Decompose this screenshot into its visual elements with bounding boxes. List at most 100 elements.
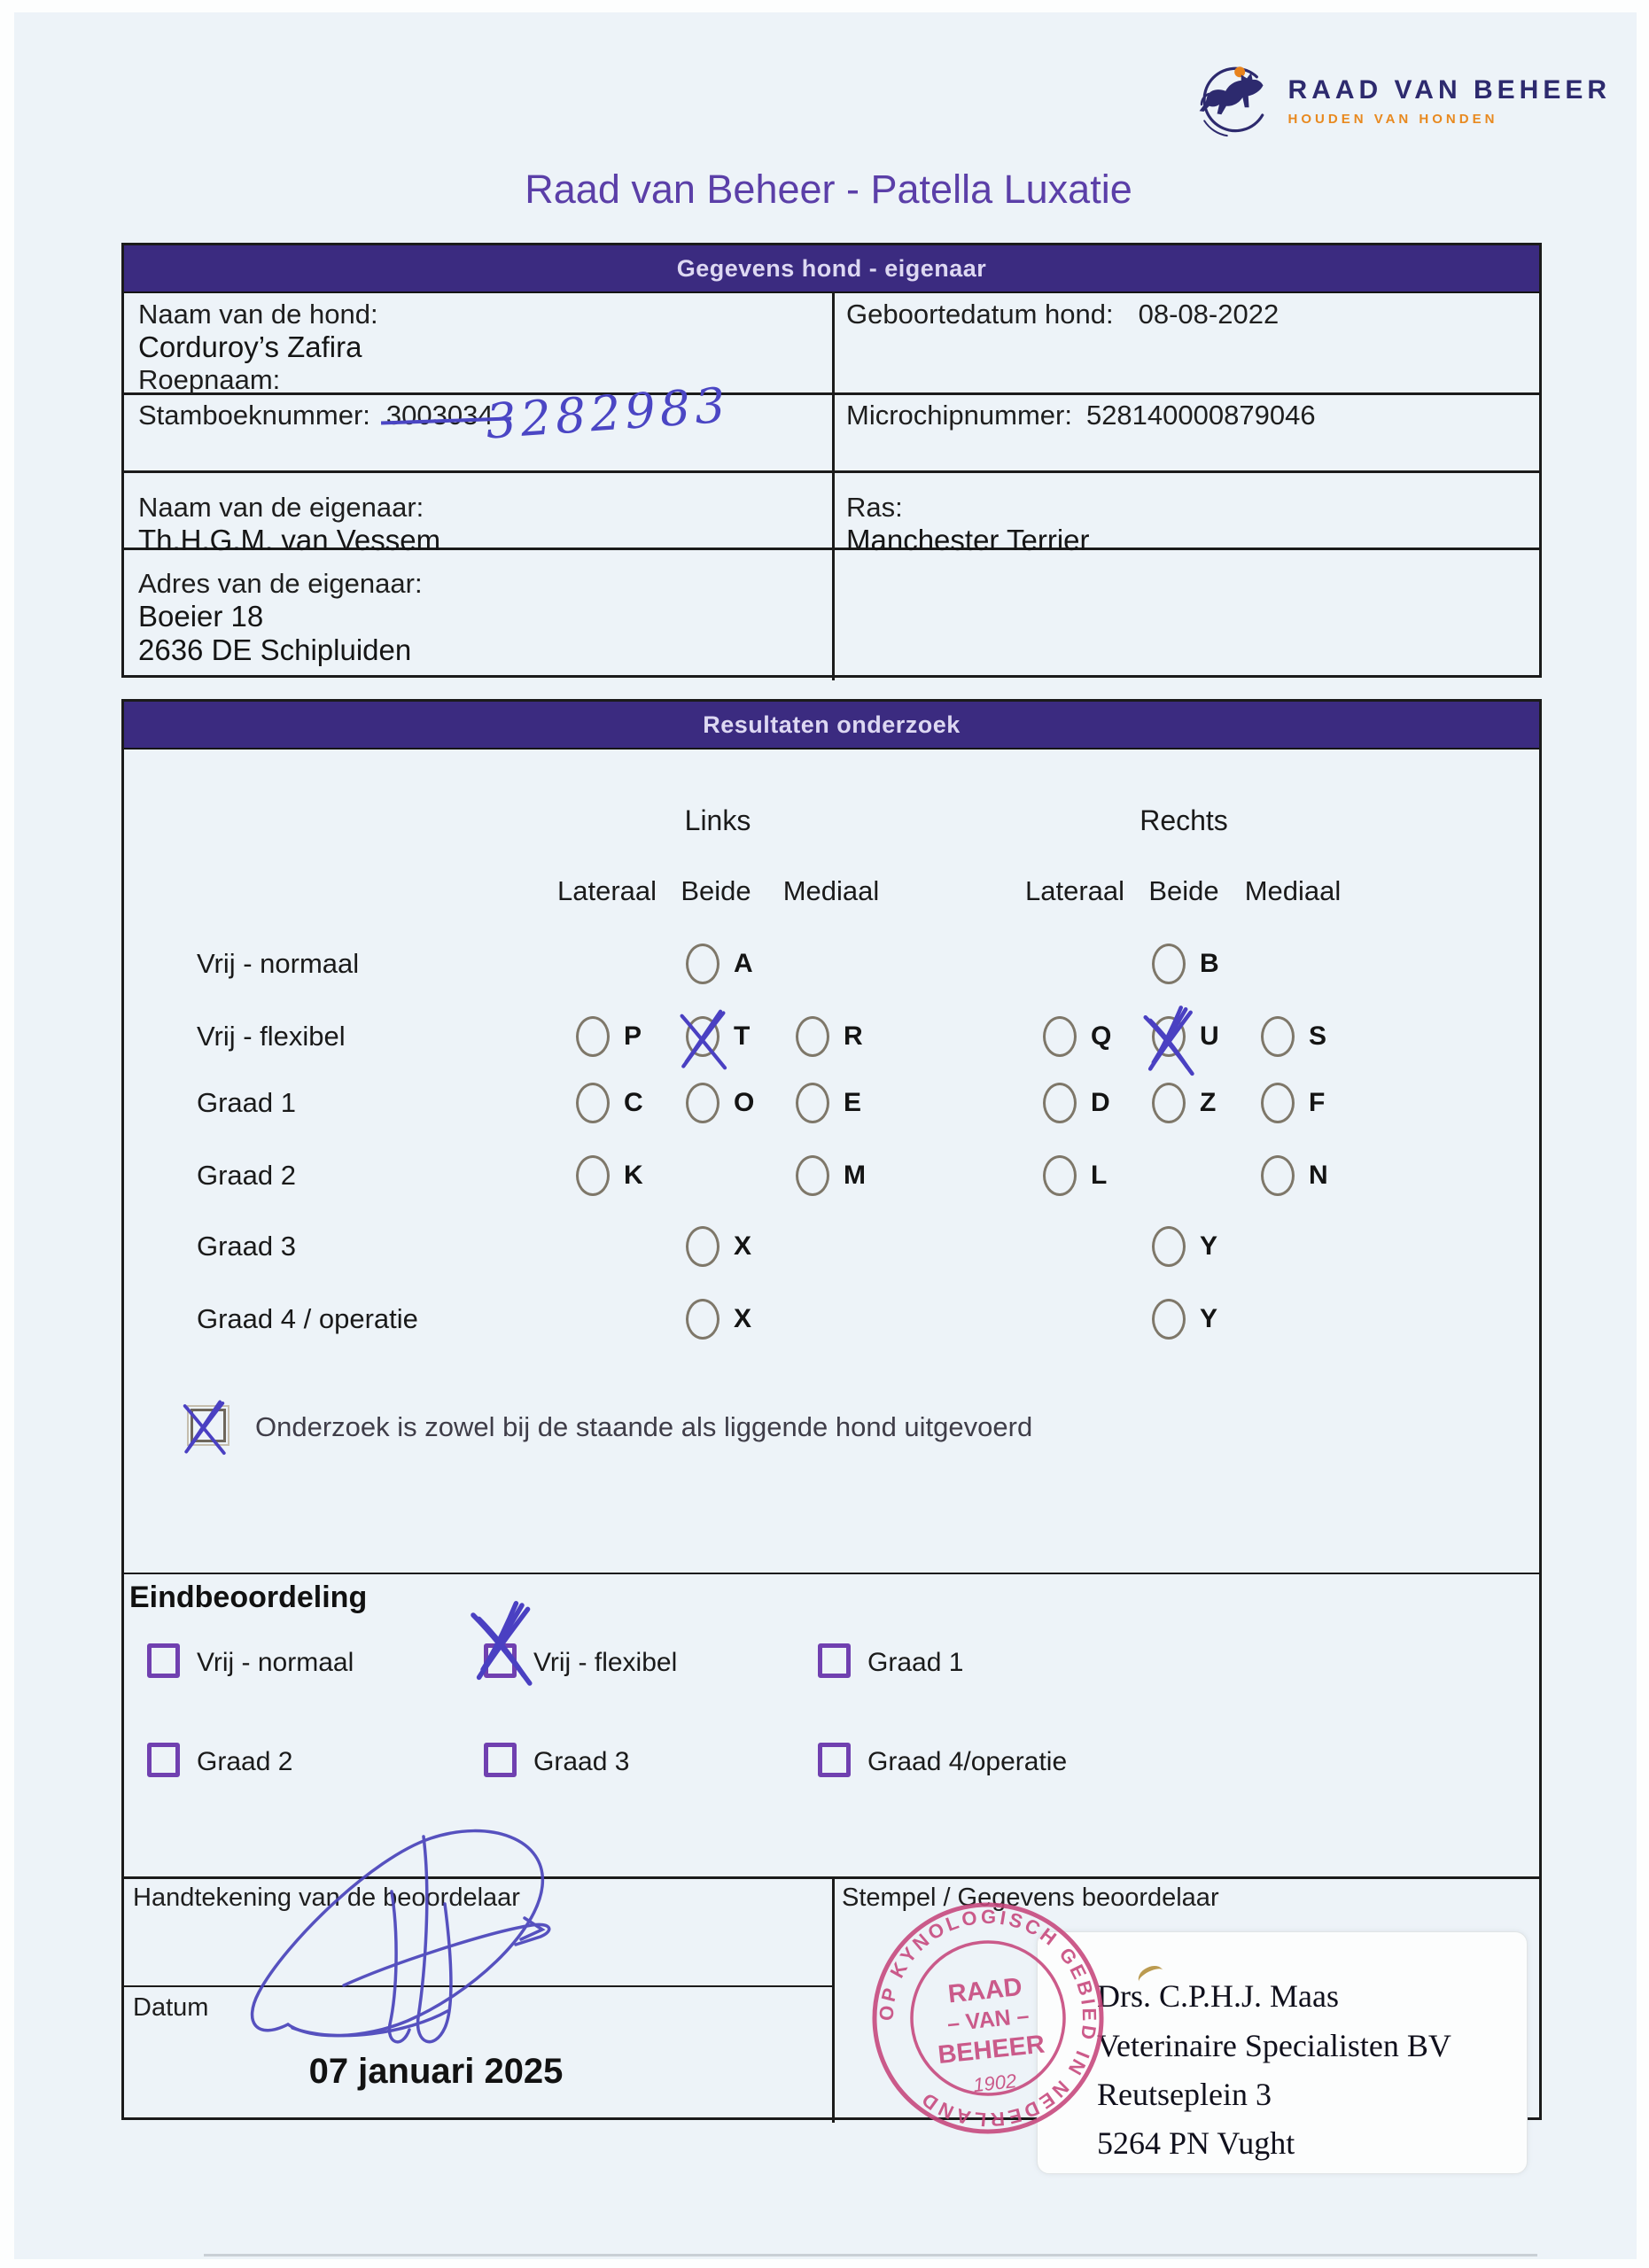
option-letter: R xyxy=(844,1021,863,1051)
option-graad2-links-lateraal[interactable]: K xyxy=(576,1155,682,1201)
ras-value: Manchester Terrier xyxy=(846,524,1090,556)
option-letter: A xyxy=(734,949,753,978)
option-graad1-links-mediaal[interactable]: E xyxy=(796,1083,902,1129)
option-vrij-normaal-rechts-beide[interactable]: B xyxy=(1152,944,1258,990)
option-circle-Y2[interactable] xyxy=(1152,1299,1186,1340)
option-circle-Y[interactable] xyxy=(1152,1226,1186,1267)
row-label-graad-3: Graad 3 xyxy=(197,1231,297,1262)
option-letter: Y xyxy=(1200,1231,1218,1261)
eind-checkbox-graad-2[interactable] xyxy=(147,1743,180,1777)
eind-checkbox-graad-1[interactable] xyxy=(818,1643,851,1678)
option-graad3-rechts-beide[interactable]: Y xyxy=(1152,1226,1258,1272)
option-letter: S xyxy=(1309,1021,1327,1051)
naam-hond-value: Corduroy’s Zafira xyxy=(138,330,362,363)
option-circle-O[interactable] xyxy=(686,1083,719,1123)
option-circle-R[interactable] xyxy=(796,1016,829,1057)
roepnaam-label: Roepnaam: xyxy=(138,364,281,395)
option-circle-A[interactable] xyxy=(686,944,719,984)
option-vrij-flexibel-rechts-mediaal[interactable]: S xyxy=(1261,1016,1367,1062)
raad-van-beheer-logo: RAAD VAN BEHEER HOUDEN VAN HONDEN xyxy=(1194,51,1611,151)
option-circle-F[interactable] xyxy=(1261,1083,1295,1123)
row-label-vrij-flexibel: Vrij - flexibel xyxy=(197,1021,346,1052)
option-graad2-links-mediaal[interactable]: M xyxy=(796,1155,902,1201)
rechts-group-heading: Rechts xyxy=(1140,804,1228,836)
stamp-year: 1902 xyxy=(972,2070,1017,2096)
table-divider xyxy=(124,470,1539,473)
option-circle-Q[interactable] xyxy=(1043,1016,1077,1057)
stamboeknummer-row: Stamboeknummer: 3003034 xyxy=(138,400,494,431)
option-circle-X2[interactable] xyxy=(686,1299,719,1340)
option-graad2-rechts-mediaal[interactable]: N xyxy=(1261,1155,1367,1201)
option-vrij-normaal-links-beide[interactable]: A xyxy=(686,944,792,990)
option-graad1-rechts-lateraal[interactable]: D xyxy=(1043,1083,1149,1129)
statement-checkbox[interactable] xyxy=(187,1405,229,1446)
dog-silhouette-icon xyxy=(1199,73,1264,115)
option-circle-T[interactable] xyxy=(686,1016,719,1057)
option-circle-Z[interactable] xyxy=(1152,1083,1186,1123)
beoordelaar-city: 5264 PN Vught xyxy=(1097,2125,1295,2161)
beoordelaar-name: Drs. C.P.H.J. Maas xyxy=(1097,1978,1340,2014)
option-graad1-rechts-mediaal[interactable]: F xyxy=(1261,1083,1367,1129)
option-graad1-rechts-beide[interactable]: Z xyxy=(1152,1083,1258,1129)
option-circle-X[interactable] xyxy=(686,1226,719,1267)
stempel-label: Stempel / Gegevens beoordelaar xyxy=(842,1884,1219,1912)
microchip-value: 528140000879046 xyxy=(1085,400,1316,431)
eind-label-graad-2: Graad 2 xyxy=(197,1747,293,1776)
option-graad1-links-lateraal[interactable]: C xyxy=(576,1083,682,1129)
option-circle-N[interactable] xyxy=(1261,1155,1295,1196)
option-circle-K[interactable] xyxy=(576,1155,610,1196)
option-circle-B[interactable] xyxy=(1152,944,1186,984)
option-circle-E[interactable] xyxy=(796,1083,829,1123)
footer-column-divider xyxy=(832,1876,835,2123)
table-divider xyxy=(124,392,1539,395)
option-circle-M[interactable] xyxy=(796,1155,829,1196)
option-graad3-links-beide[interactable]: X xyxy=(686,1226,792,1272)
row-label-graad-4: Graad 4 / operatie xyxy=(197,1303,418,1334)
geboortedatum-label: Geboortedatum hond: xyxy=(846,299,1114,330)
option-circle-D[interactable] xyxy=(1043,1083,1077,1123)
row-label-graad-2: Graad 2 xyxy=(197,1160,297,1191)
microchip-row: Microchipnummer: 528140000879046 xyxy=(846,400,1316,431)
option-letter: Z xyxy=(1200,1088,1217,1117)
stamboeknummer-struck-value: 3003034 xyxy=(385,400,494,431)
option-graad1-links-beide[interactable]: O xyxy=(686,1083,792,1129)
eind-label-graad-1: Graad 1 xyxy=(867,1648,964,1677)
option-letter: U xyxy=(1200,1021,1219,1051)
handtekening-label: Handtekening van de beoordelaar xyxy=(133,1884,520,1912)
adres-label: Adres van de eigenaar: xyxy=(138,568,423,599)
eind-checkbox-graad-4[interactable] xyxy=(818,1743,851,1777)
option-circle-P[interactable] xyxy=(576,1016,610,1057)
option-circle-S[interactable] xyxy=(1261,1016,1295,1057)
option-circle-U[interactable] xyxy=(1152,1016,1186,1057)
option-letter: Y xyxy=(1200,1304,1218,1333)
option-graad2-rechts-lateraal[interactable]: L xyxy=(1043,1155,1149,1201)
option-graad4-links-beide[interactable]: X xyxy=(686,1299,792,1345)
microchip-label: Microchipnummer: xyxy=(846,400,1072,431)
option-circle-L[interactable] xyxy=(1043,1155,1077,1196)
datum-label: Datum xyxy=(133,1993,209,2022)
option-graad4-rechts-beide[interactable]: Y xyxy=(1152,1299,1258,1345)
paper-background xyxy=(14,12,1637,2259)
adres-line1: Boeier 18 xyxy=(138,600,264,633)
eind-checkbox-vrij-normaal[interactable] xyxy=(147,1643,180,1678)
option-vrij-flexibel-links-mediaal[interactable]: R xyxy=(796,1016,902,1062)
links-beide-header: Beide xyxy=(681,875,751,906)
option-letter: X xyxy=(734,1304,752,1333)
eind-label-vrij-flexibel: Vrij - flexibel xyxy=(533,1648,678,1677)
option-vrij-flexibel-links-beide-checked[interactable]: T xyxy=(686,1016,792,1062)
option-letter: E xyxy=(844,1088,862,1117)
orange-ball-icon xyxy=(1234,66,1246,78)
option-circle-C[interactable] xyxy=(576,1083,610,1123)
option-vrij-flexibel-links-lateraal[interactable]: P xyxy=(576,1016,682,1062)
rechts-lateraal-header: Lateraal xyxy=(1024,875,1125,906)
option-vrij-flexibel-rechts-beide-checked[interactable]: U xyxy=(1152,1016,1258,1062)
eind-section-divider xyxy=(124,1573,1539,1574)
stamp-line2: – VAN – xyxy=(946,2003,1031,2037)
address-sticker xyxy=(1037,1931,1528,2174)
option-vrij-flexibel-rechts-lateraal[interactable]: Q xyxy=(1043,1016,1149,1062)
eind-checkbox-vrij-flexibel-checked[interactable] xyxy=(484,1643,517,1678)
eind-checkbox-graad-3[interactable] xyxy=(484,1743,517,1777)
links-mediaal-header: Mediaal xyxy=(782,875,880,906)
option-letter: T xyxy=(734,1021,751,1051)
